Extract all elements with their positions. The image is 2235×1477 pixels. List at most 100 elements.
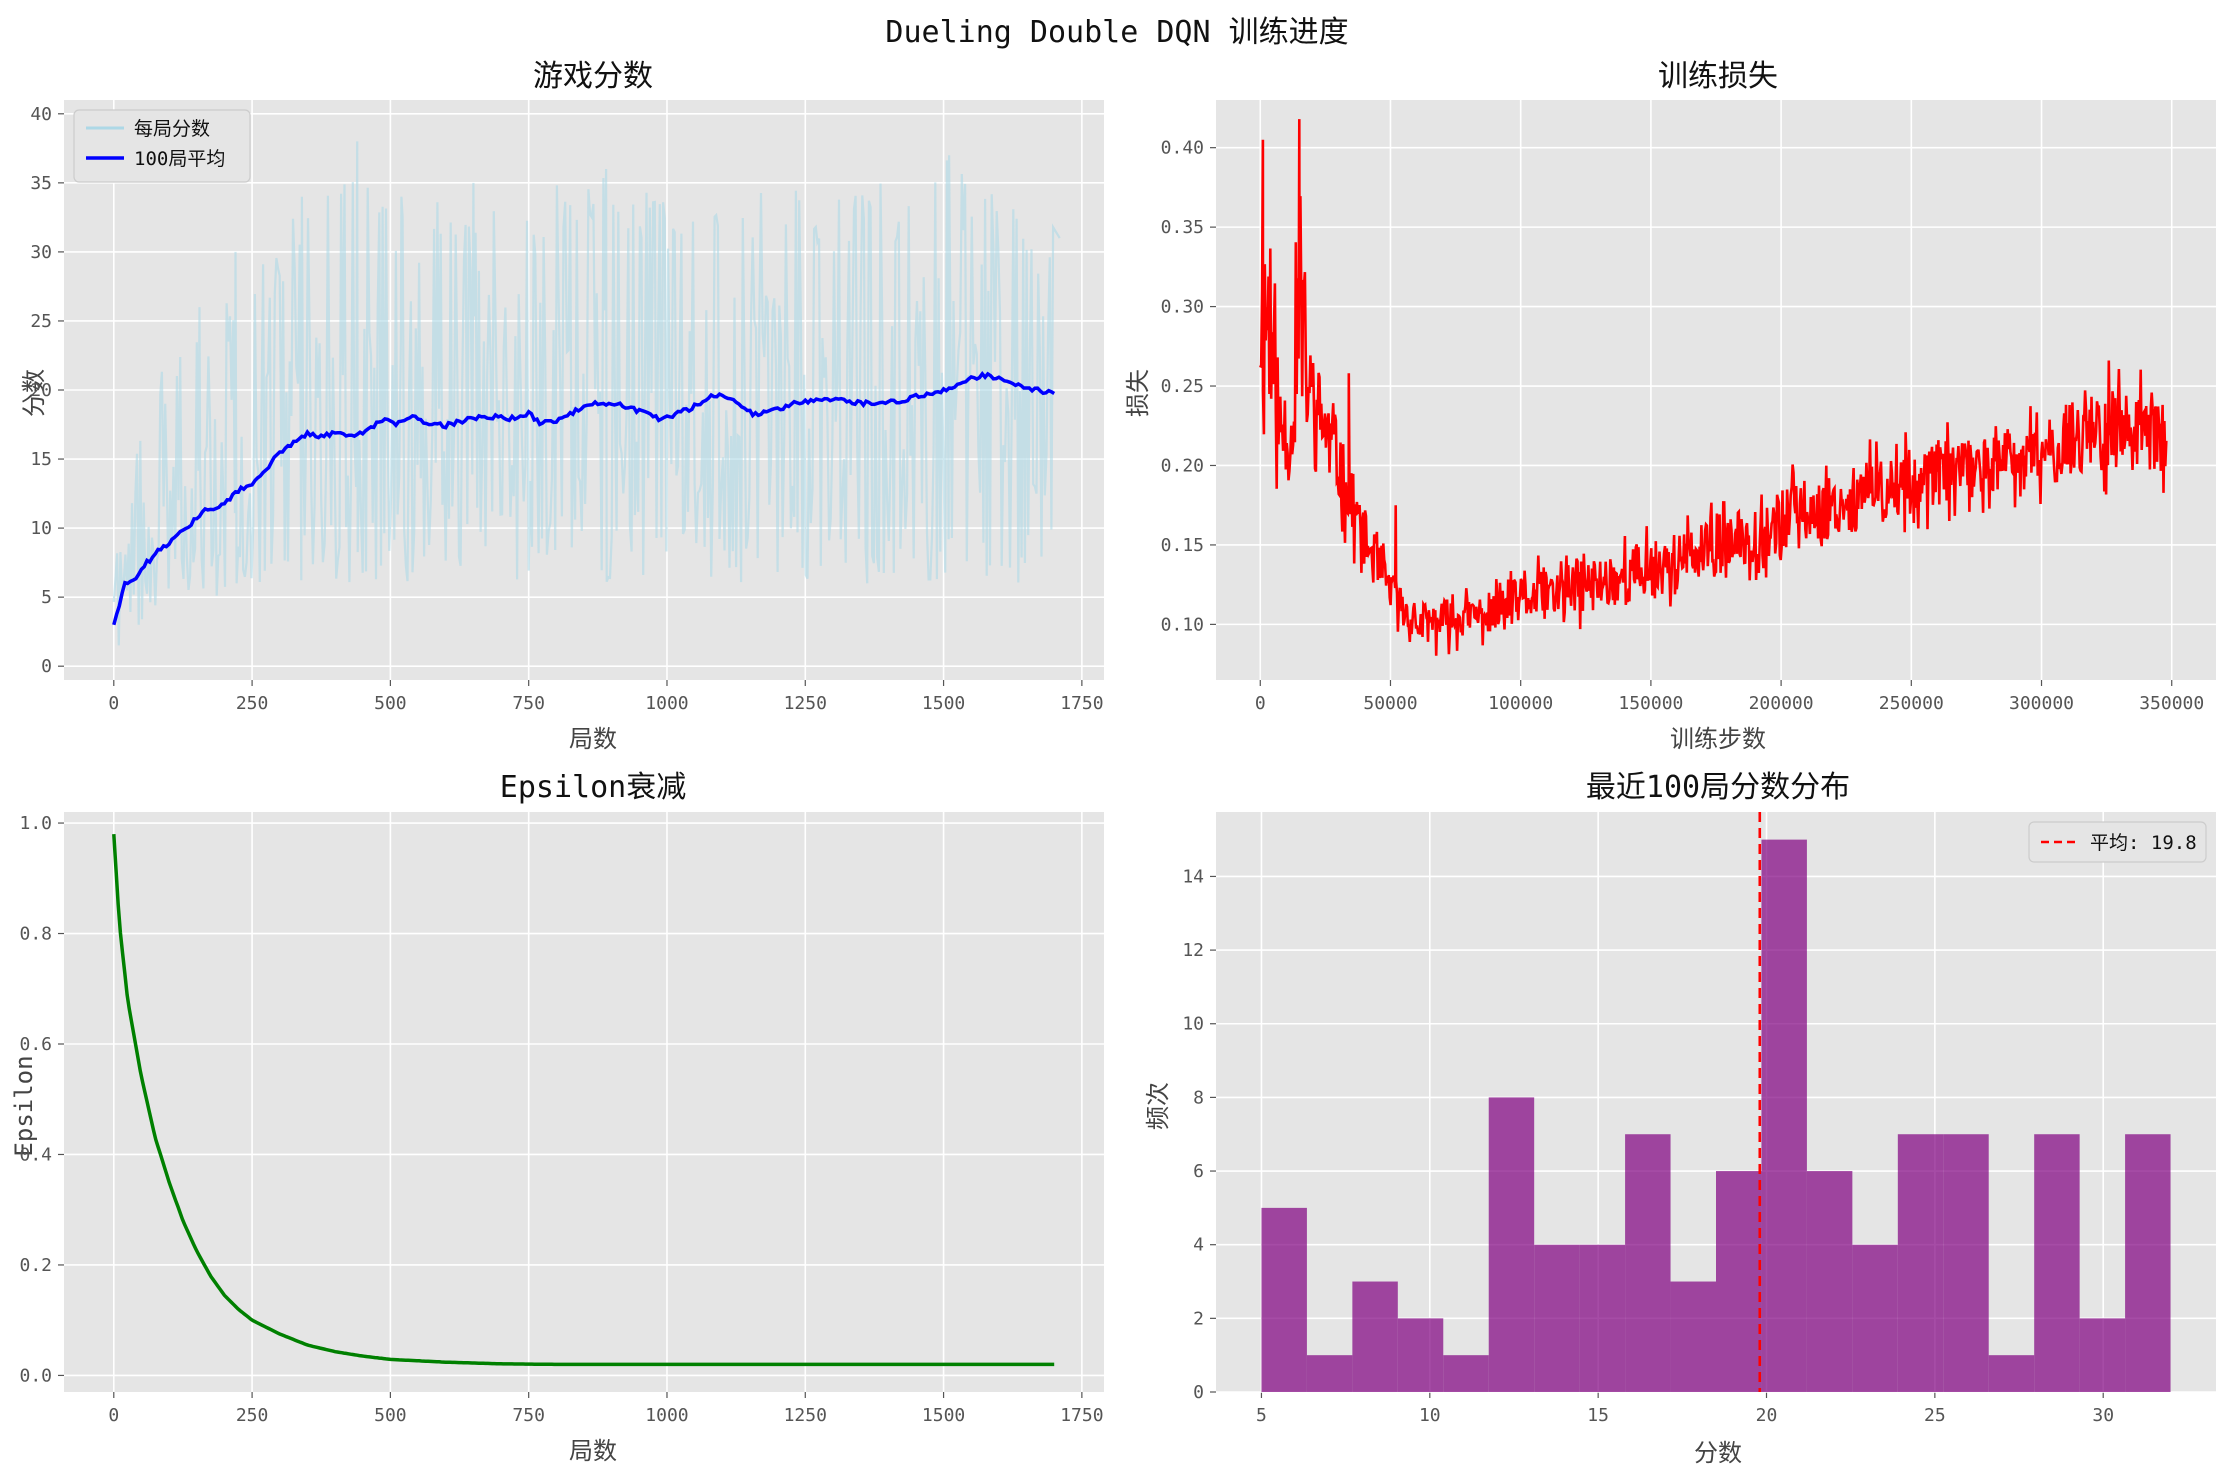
y-tick-label: 0.6 bbox=[19, 1034, 52, 1055]
y-tick-label: 20 bbox=[30, 380, 52, 401]
legend-label: 每局分数 bbox=[134, 118, 210, 140]
panel-game-score: 游戏分数 局数 分数 0 250 500 750 1000 1250 1500 1750 0 5 1… bbox=[20, 59, 1104, 753]
x-tick-label: 1000 bbox=[645, 1405, 688, 1426]
panel-epsilon-decay: Epsilon衰减 局数 Epsilon 0 250 500 750 1000 1250 1… bbox=[10, 770, 1104, 1465]
x-tick-label: 10 bbox=[1419, 1405, 1441, 1426]
y-tick-label: 8 bbox=[1193, 1087, 1204, 1108]
x-tick-label: 50000 bbox=[1363, 693, 1417, 714]
figure-suptitle: Dueling Double DQN 训练进度 bbox=[885, 15, 1348, 50]
y-tick-label: 1.0 bbox=[19, 813, 52, 834]
x-tick-label: 300000 bbox=[2009, 693, 2074, 714]
y-axis-label: 损失 bbox=[1124, 369, 1152, 417]
plot-area bbox=[64, 812, 1104, 1392]
x-tick-label: 30 bbox=[2092, 1405, 2114, 1426]
histogram-bar bbox=[1397, 1318, 1444, 1392]
series-line-epsilon bbox=[112, 833, 1055, 1367]
y-tick-label: 5 bbox=[41, 587, 52, 608]
x-tick-label: 1000 bbox=[645, 693, 688, 714]
y-tick-label: 0.25 bbox=[1161, 376, 1204, 397]
y-tick-label: 0.0 bbox=[19, 1365, 52, 1386]
x-axis-label: 分数 bbox=[1694, 1439, 1742, 1467]
histogram-bar bbox=[1625, 1134, 1671, 1392]
y-tick-label: 0.2 bbox=[19, 1255, 52, 1276]
histogram-bar bbox=[1306, 1355, 1353, 1392]
histogram-bar bbox=[2125, 1134, 2171, 1392]
legend-box bbox=[2028, 821, 2207, 863]
panel-training-loss: 训练损失 训练步数 损失 0 50000 100000 150000 200000 250… bbox=[1124, 59, 2216, 753]
y-tick-label: 0.30 bbox=[1161, 297, 1204, 318]
series-line-loss bbox=[1259, 119, 2168, 656]
x-tick-label: 150000 bbox=[1618, 693, 1683, 714]
x-tick-label: 1500 bbox=[922, 693, 965, 714]
y-tick-label: 2 bbox=[1193, 1308, 1204, 1329]
y-tick-label: 0.40 bbox=[1161, 138, 1204, 159]
x-tick-label: 0 bbox=[1255, 693, 1266, 714]
x-tick-label: 750 bbox=[512, 1405, 545, 1426]
histogram-bar bbox=[1670, 1281, 1716, 1392]
y-tick-label: 4 bbox=[1193, 1235, 1204, 1256]
histogram-bar bbox=[1579, 1244, 1626, 1392]
y-axis-label: Epsilon bbox=[10, 1055, 38, 1156]
x-tick-label: 0 bbox=[108, 693, 119, 714]
y-tick-label: 0.8 bbox=[19, 924, 52, 945]
y-tick-label: 0.15 bbox=[1161, 535, 1204, 556]
x-tick-label: 15 bbox=[1587, 1405, 1609, 1426]
y-axis-label: 频次 bbox=[1144, 1082, 1172, 1130]
histogram-bar bbox=[1988, 1355, 2035, 1392]
y-tick-label: 35 bbox=[30, 173, 52, 194]
histogram-bar bbox=[1443, 1355, 1489, 1392]
histogram-bar bbox=[1852, 1244, 1898, 1392]
x-axis-label: 训练步数 bbox=[1670, 725, 1766, 753]
histogram-bar bbox=[2034, 1134, 2080, 1392]
y-tick-label: 0.10 bbox=[1161, 614, 1204, 635]
x-tick-label: 25 bbox=[1924, 1405, 1946, 1426]
histogram-bar bbox=[1352, 1281, 1398, 1392]
x-tick-label: 250000 bbox=[1879, 693, 1944, 714]
panel-score-histogram: 最近100局分数分布 分数 频次 5 10 15 20 25 30 0 2 4 6 8 10 12 14 平… bbox=[1144, 770, 2216, 1467]
histogram-bar bbox=[2079, 1318, 2126, 1392]
x-tick-label: 500 bbox=[374, 693, 407, 714]
y-tick-label: 30 bbox=[30, 242, 52, 263]
y-tick-label: 40 bbox=[30, 104, 52, 125]
x-tick-label: 20 bbox=[1756, 1405, 1778, 1426]
y-axis-label: 分数 bbox=[20, 369, 48, 417]
y-tick-label: 0 bbox=[1193, 1382, 1204, 1403]
x-axis-label: 局数 bbox=[569, 1437, 617, 1465]
plot-area bbox=[1216, 100, 2216, 680]
x-tick-label: 250 bbox=[236, 1405, 269, 1426]
panel-title: 游戏分数 bbox=[533, 59, 653, 94]
y-tick-label: 0.4 bbox=[19, 1144, 52, 1165]
legend-label: 平均: 19.8 bbox=[2090, 832, 2197, 854]
x-tick-label: 350000 bbox=[2139, 693, 2204, 714]
y-tick-label: 6 bbox=[1193, 1161, 1204, 1182]
histogram-bar bbox=[1806, 1171, 1853, 1392]
x-tick-label: 200000 bbox=[1749, 693, 1814, 714]
y-tick-label: 14 bbox=[1182, 866, 1204, 887]
y-tick-label: 25 bbox=[30, 311, 52, 332]
x-axis-label: 局数 bbox=[569, 725, 617, 753]
y-tick-label: 0 bbox=[41, 656, 52, 677]
series-line-100-episode-average bbox=[112, 370, 1056, 626]
histogram-bar bbox=[1261, 1207, 1307, 1392]
histogram-bar bbox=[1716, 1171, 1762, 1392]
series-line-per-episode-score bbox=[112, 141, 1061, 646]
histogram-bar bbox=[1761, 839, 1807, 1392]
panel-title: Epsilon衰减 bbox=[500, 770, 686, 805]
x-tick-label: 0 bbox=[108, 1405, 119, 1426]
legend-label: 100局平均 bbox=[134, 148, 225, 170]
x-tick-label: 1500 bbox=[922, 1405, 965, 1426]
x-tick-label: 100000 bbox=[1488, 693, 1553, 714]
x-tick-label: 250 bbox=[236, 693, 269, 714]
x-tick-label: 5 bbox=[1256, 1405, 1267, 1426]
x-tick-label: 500 bbox=[374, 1405, 407, 1426]
x-tick-label: 750 bbox=[512, 693, 545, 714]
histogram-bar bbox=[1897, 1134, 1944, 1392]
histogram-bar bbox=[1488, 1097, 1535, 1392]
y-tick-label: 0.20 bbox=[1161, 455, 1204, 476]
x-tick-label: 1750 bbox=[1060, 693, 1103, 714]
panel-title: 最近100局分数分布 bbox=[1586, 770, 1850, 805]
y-tick-label: 10 bbox=[30, 518, 52, 539]
x-tick-label: 1750 bbox=[1060, 1405, 1103, 1426]
x-tick-label: 1250 bbox=[784, 693, 827, 714]
